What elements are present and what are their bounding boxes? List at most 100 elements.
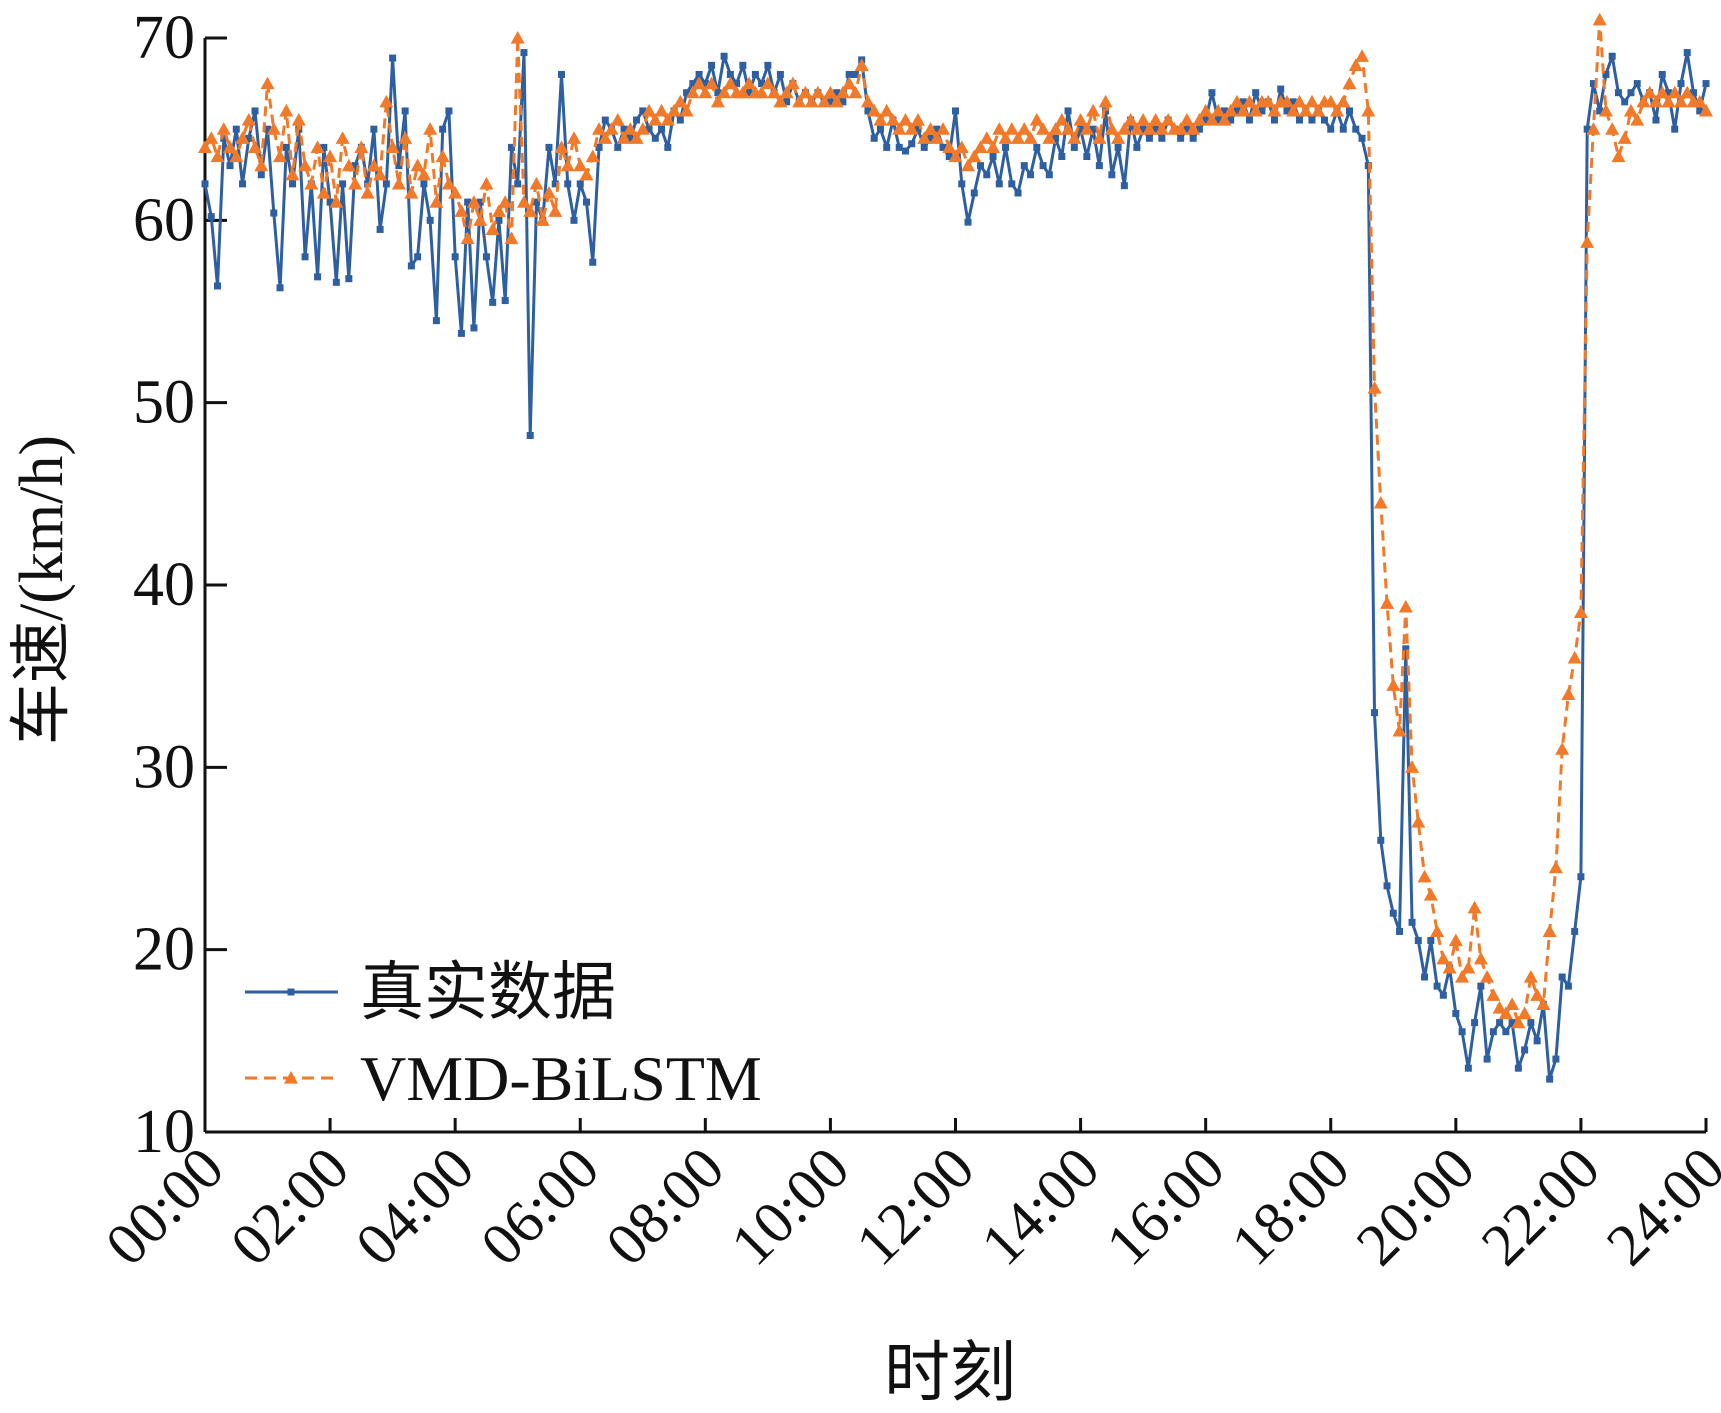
- data-point: [904, 122, 919, 135]
- data-point: [689, 80, 697, 88]
- data-point: [385, 140, 400, 153]
- data-point: [1371, 709, 1379, 717]
- data-point: [257, 171, 265, 179]
- data-point: [589, 258, 597, 266]
- data-point: [314, 273, 322, 281]
- data-point: [366, 158, 381, 172]
- data-point: [1089, 125, 1097, 133]
- data-point: [998, 131, 1013, 144]
- data-point: [541, 185, 556, 199]
- data-point: [983, 171, 991, 179]
- data-point: [977, 162, 985, 170]
- data-point: [620, 125, 628, 133]
- data-point: [289, 180, 297, 188]
- data-point: [614, 143, 622, 151]
- data-point: [1020, 162, 1028, 170]
- data-point: [798, 85, 813, 99]
- data-point: [633, 116, 641, 124]
- data-point: [1471, 1019, 1479, 1027]
- data-point: [1186, 122, 1201, 135]
- data-point: [1623, 103, 1638, 117]
- data-point: [1699, 103, 1713, 117]
- data-point: [667, 103, 682, 117]
- data-point: [1373, 495, 1388, 509]
- data-point: [1223, 103, 1238, 117]
- data-point: [548, 204, 563, 217]
- data-point: [1004, 122, 1019, 135]
- data-point: [557, 70, 565, 78]
- data-point: [733, 80, 741, 88]
- data-point: [298, 158, 313, 172]
- data-point: [1277, 85, 1285, 93]
- data-point: [760, 76, 775, 90]
- data-point: [758, 80, 766, 88]
- data-point: [1048, 122, 1063, 135]
- data-point: [642, 103, 657, 117]
- data-point: [348, 176, 363, 190]
- x-tick-label: 08:00: [593, 1135, 736, 1278]
- data-point: [754, 85, 769, 99]
- data-point: [1214, 116, 1222, 124]
- data-point: [1667, 85, 1682, 99]
- data-point: [379, 94, 394, 108]
- data-point: [1054, 113, 1069, 126]
- data-point: [1489, 1028, 1497, 1036]
- data-point: [201, 180, 209, 188]
- x-tick-label: 20:00: [1344, 1135, 1487, 1278]
- data-point: [695, 70, 703, 78]
- data-point: [1602, 70, 1610, 78]
- data-point: [545, 143, 553, 151]
- data-point: [1448, 933, 1463, 947]
- data-point: [1245, 116, 1253, 124]
- data-point: [1077, 125, 1085, 133]
- data-point: [1211, 103, 1226, 117]
- data-point: [407, 262, 415, 270]
- data-point: [1514, 1064, 1522, 1072]
- data-point: [1192, 113, 1207, 126]
- data-point: [1458, 1028, 1466, 1036]
- data-point: [373, 167, 388, 181]
- data-point: [504, 231, 519, 245]
- data-point: [1239, 98, 1247, 106]
- data-point: [429, 195, 444, 208]
- data-point: [1011, 131, 1026, 144]
- data-point: [1073, 113, 1088, 126]
- data-point: [660, 113, 675, 126]
- data-point: [1061, 122, 1076, 135]
- data-point: [207, 213, 215, 221]
- data-point: [648, 113, 663, 126]
- data-point: [1327, 125, 1335, 133]
- data-point: [1195, 125, 1203, 133]
- data-point: [1508, 1019, 1516, 1027]
- data-point: [1396, 927, 1404, 935]
- data-point: [1120, 182, 1128, 190]
- data-point: [1473, 951, 1488, 965]
- data-point: [986, 140, 1001, 153]
- data-point: [1108, 171, 1116, 179]
- data-point: [1308, 116, 1316, 124]
- data-point: [604, 122, 619, 135]
- data-point: [441, 176, 456, 190]
- data-point: [876, 125, 884, 133]
- data-point: [495, 216, 503, 224]
- data-point: [370, 125, 378, 133]
- data-point: [920, 143, 928, 151]
- data-point: [673, 94, 688, 108]
- data-point: [341, 158, 356, 172]
- legend-label: 真实数据: [360, 957, 616, 1028]
- data-point: [1208, 89, 1216, 97]
- data-point: [1111, 131, 1126, 144]
- data-point: [848, 85, 863, 99]
- data-point: [1589, 80, 1597, 88]
- data-point: [482, 253, 490, 261]
- data-point: [961, 158, 976, 172]
- data-point: [1392, 723, 1407, 737]
- data-point: [645, 125, 653, 133]
- data-point: [710, 94, 725, 108]
- x-tick-label: 06:00: [468, 1135, 611, 1278]
- data-point: [323, 149, 338, 163]
- data-point: [1433, 982, 1441, 990]
- data-point: [970, 189, 978, 197]
- data-point: [245, 134, 253, 142]
